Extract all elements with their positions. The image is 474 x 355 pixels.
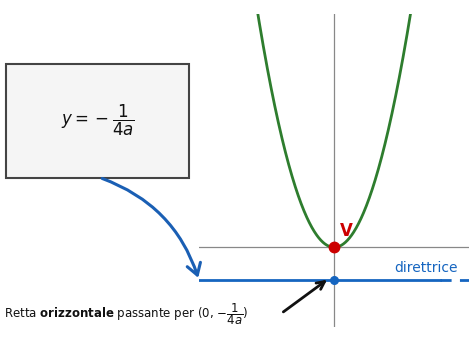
Text: direttrice: direttrice [394,261,457,275]
Text: V: V [340,222,353,240]
Text: Retta $\mathbf{orizzontale}$ passante per (0, $-\dfrac{1}{4a}$): Retta $\mathbf{orizzontale}$ passante pe… [4,301,248,327]
Text: $y = -\dfrac{1}{4a}$: $y = -\dfrac{1}{4a}$ [61,103,135,138]
FancyBboxPatch shape [6,64,189,178]
